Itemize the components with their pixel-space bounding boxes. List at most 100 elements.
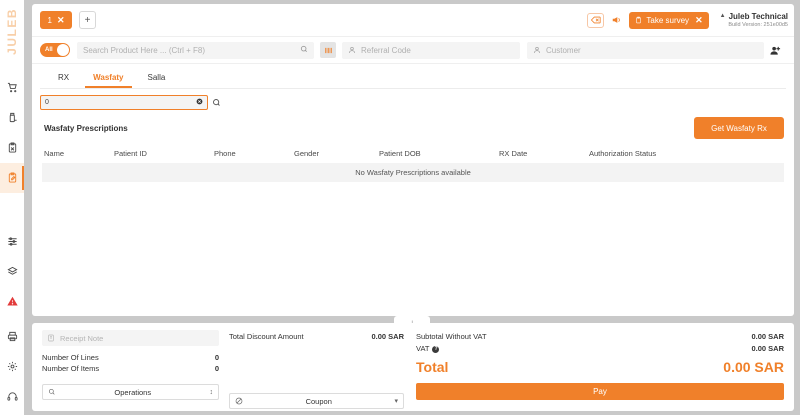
sidebar-item-adjustments[interactable]: [0, 227, 24, 257]
receipt-note-placeholder: Receipt Note: [60, 333, 104, 343]
cart-icon: [7, 83, 17, 93]
get-wasfaty-rx-button[interactable]: Get Wasfaty Rx: [694, 117, 784, 139]
vat-value: 0.00 SAR: [751, 344, 784, 353]
wasfaty-search-row: 0: [32, 89, 794, 110]
wasfaty-search-input[interactable]: 0: [40, 95, 208, 110]
sidebar-item-orders[interactable]: [0, 133, 24, 163]
survey-close-icon[interactable]: ✕: [695, 14, 703, 25]
add-customer-button[interactable]: [764, 45, 786, 56]
tab-rx[interactable]: RX: [58, 73, 70, 82]
column-header-phone: Phone: [214, 149, 236, 158]
sidebar-item-settings[interactable]: [0, 351, 24, 381]
take-survey-button[interactable]: Take survey ✕: [629, 11, 709, 29]
toggle-label: All: [45, 47, 53, 53]
sidebar-item-support[interactable]: [0, 381, 24, 411]
person-icon: [349, 47, 355, 54]
number-of-items-row: Number Of Items 0: [42, 364, 219, 373]
tab-salla[interactable]: Salla: [147, 73, 166, 82]
pay-button[interactable]: Pay: [416, 383, 784, 400]
wasfaty-search-value: 0: [45, 99, 49, 106]
total-label: Total: [416, 359, 449, 375]
add-user-icon: [769, 46, 780, 55]
total-discount-value: 0.00 SAR: [371, 332, 404, 341]
chevron-down-icon: ▾: [394, 398, 398, 405]
summary-middle-column: Total Discount Amount 0.00 SAR Coupon ▾: [223, 328, 408, 409]
warning-triangle-icon: [6, 297, 18, 306]
all-products-toggle[interactable]: All: [40, 43, 70, 57]
build-version: Build Version: 251e00d5: [728, 21, 788, 28]
total-discount-label: Total Discount Amount: [229, 332, 304, 341]
number-of-lines-row: Number Of Lines 0: [42, 353, 219, 362]
info-icon[interactable]: ?: [432, 345, 440, 353]
clipboard-icon: [8, 142, 16, 153]
top-header: 1 ✕ +: [32, 4, 794, 36]
subtotal-value: 0.00 SAR: [751, 332, 784, 341]
layers-icon: [6, 267, 18, 276]
summary-right-column: Subtotal Without VAT 0.00 SAR VAT? 0.00 …: [408, 328, 788, 406]
barcode-icon: [324, 47, 332, 53]
receipt-note-field[interactable]: Receipt Note: [42, 330, 219, 346]
column-header-name: Name: [44, 149, 65, 158]
sidebar-item-inventory[interactable]: [0, 103, 24, 133]
customer-field[interactable]: Customer: [527, 41, 764, 59]
add-tab-button[interactable]: +: [79, 11, 96, 29]
sidebar-item-reports[interactable]: [0, 257, 24, 287]
clipboard-edit-icon: [8, 172, 16, 183]
coupon-label: Coupon: [305, 396, 332, 406]
subtotal-row: Subtotal Without VAT 0.00 SAR: [416, 332, 784, 341]
operations-dropdown[interactable]: Operations ↕: [42, 384, 219, 400]
clear-circle-icon: [196, 98, 203, 105]
printer-icon: [7, 331, 17, 341]
section-title: Wasfaty Prescriptions: [44, 124, 128, 133]
clear-icon[interactable]: [196, 98, 203, 107]
referral-code-field[interactable]: Referral Code: [342, 41, 520, 59]
keyboard-dismiss-icon: [590, 16, 601, 24]
main-panel: 1 ✕ +: [32, 4, 794, 316]
sidebar-item-prescriptions[interactable]: [0, 162, 24, 193]
page-body: 1 ✕ +: [24, 0, 800, 415]
toggle-knob: [57, 44, 69, 56]
tab-wasfaty[interactable]: Wasfaty: [81, 70, 135, 88]
summary-left-column: Receipt Note Number Of Lines 0 Number Of…: [38, 328, 223, 406]
wasfaty-search-button[interactable]: [208, 98, 224, 107]
chevron-updown-icon: ↕: [209, 388, 214, 396]
column-header-patient-dob: Patient DOB: [379, 149, 421, 158]
rail-icon-list: [0, 73, 24, 317]
user-menu[interactable]: ▲ Juleb Technical Build Version: 251e00d…: [720, 12, 788, 29]
number-of-items-label: Number Of Items: [42, 364, 100, 373]
rail-bottom-icons: [0, 321, 24, 411]
number-of-items-value: 0: [214, 364, 219, 373]
close-icon[interactable]: ✕: [56, 14, 65, 25]
vat-label: VAT: [416, 344, 430, 353]
referral-code-placeholder: Referral Code: [361, 45, 411, 55]
total-row: Total 0.00 SAR: [416, 359, 784, 375]
coupon-dropdown[interactable]: Coupon ▾: [229, 393, 404, 409]
session-tab-1[interactable]: 1 ✕: [40, 11, 72, 29]
tabs-divider: [40, 88, 786, 89]
column-header-rx-date: RX Date: [499, 149, 528, 158]
total-discount-row: Total Discount Amount 0.00 SAR: [229, 332, 404, 341]
keyboard-dismiss-button[interactable]: [587, 12, 605, 28]
person-icon: [534, 47, 540, 54]
coupon-icon: [235, 397, 243, 405]
operations-icon: [48, 388, 56, 396]
search-icon: [300, 45, 308, 55]
vat-row: VAT? 0.00 SAR: [416, 344, 784, 353]
header-actions: Take survey ✕ ▲ Juleb Technical Build Ve…: [587, 11, 788, 29]
product-search-field[interactable]: Search Product Here ... (Ctrl + F8): [77, 41, 314, 59]
survey-clipboard-icon: [636, 16, 642, 24]
note-icon: [48, 334, 54, 342]
empty-state-row: No Wasfaty Prescriptions available: [42, 163, 784, 182]
column-header-authorization-status: Authorization Status: [589, 149, 657, 158]
sidebar-item-alerts[interactable]: [0, 287, 24, 317]
sidebar-item-cart[interactable]: [0, 73, 24, 103]
app-logo: JULEB: [5, 8, 19, 55]
vat-label-wrap: VAT?: [416, 344, 440, 353]
search-icon: [212, 99, 220, 106]
sidebar-item-print[interactable]: [0, 321, 24, 351]
barcode-scan-button[interactable]: [320, 42, 336, 58]
announcements-button[interactable]: [609, 13, 624, 28]
operations-label: Operations: [114, 387, 152, 397]
chevron-up-icon: ▲: [719, 12, 726, 19]
